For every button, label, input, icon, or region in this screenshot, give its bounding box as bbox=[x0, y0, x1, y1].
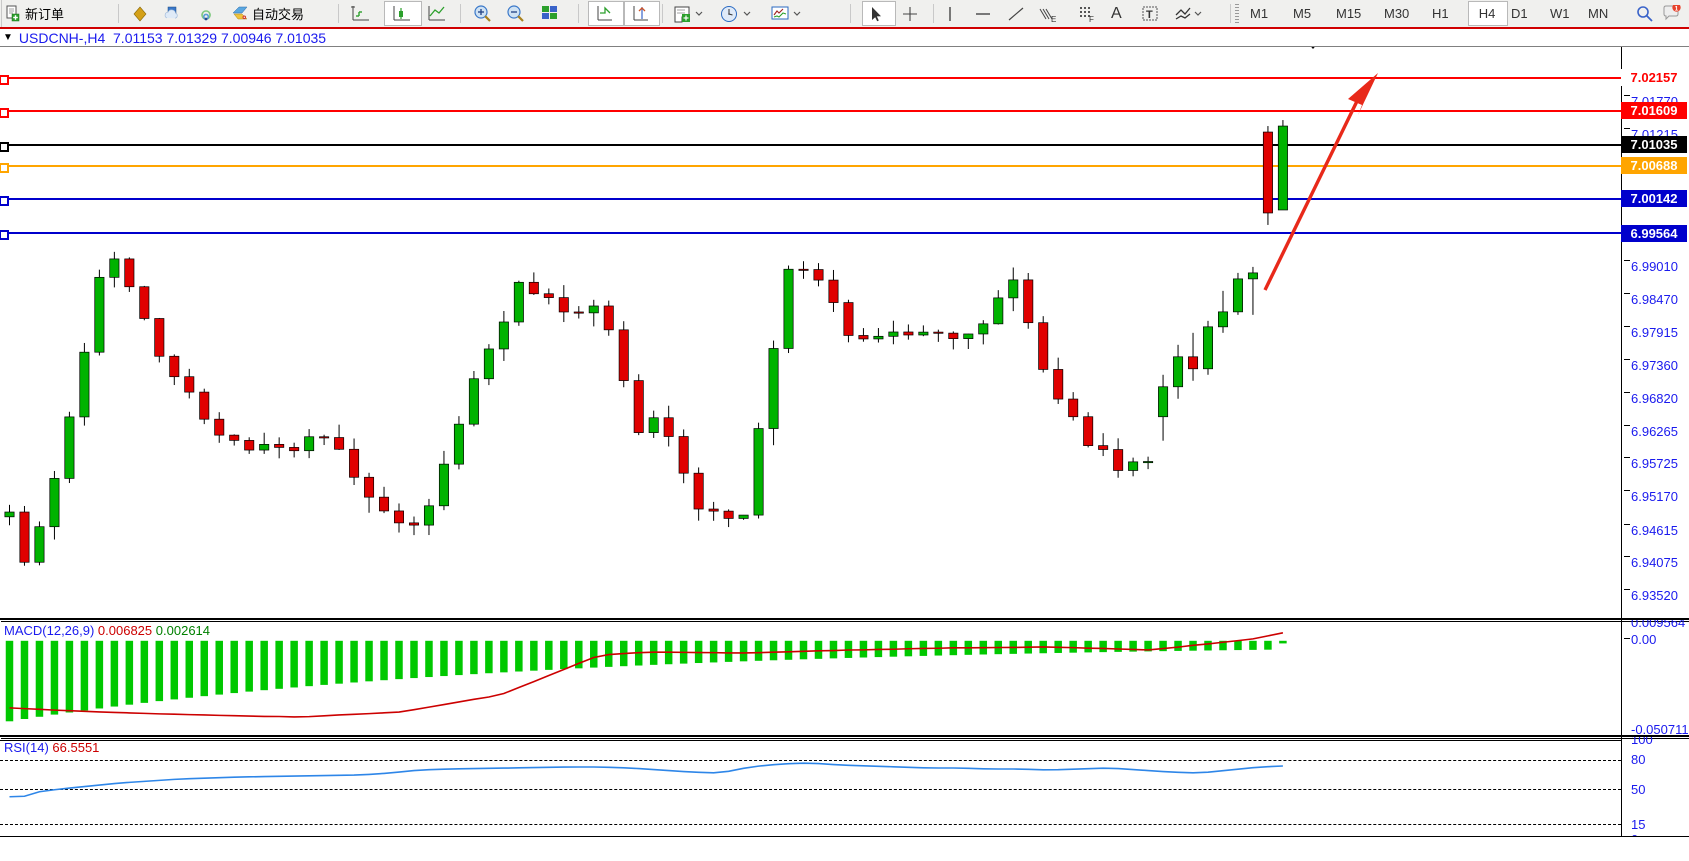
svg-text:E: E bbox=[1051, 15, 1056, 23]
svg-text:T: T bbox=[1146, 9, 1153, 21]
svg-text:1: 1 bbox=[1675, 5, 1679, 12]
svg-text:F: F bbox=[1089, 15, 1094, 23]
